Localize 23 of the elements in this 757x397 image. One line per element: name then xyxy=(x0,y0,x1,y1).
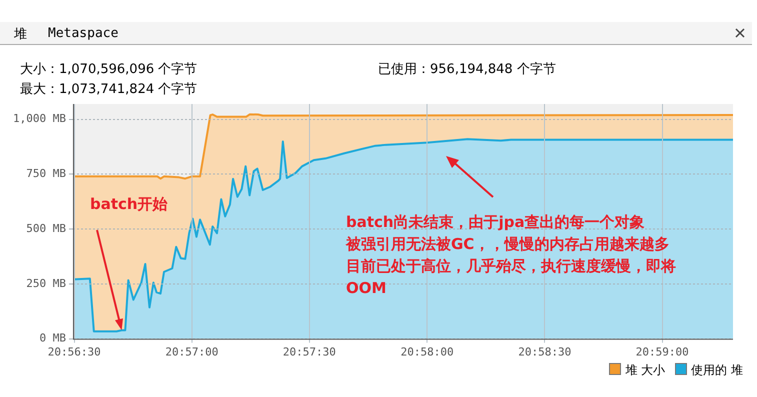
x-tick-label: 20:59:00 xyxy=(636,345,689,358)
y-tick-label: 500 MB xyxy=(26,222,66,235)
annotation: batch尚未结束，由于jpa查出的每一个对象 xyxy=(346,212,645,232)
legend-label: 堆 大小 xyxy=(624,362,666,379)
x-tick-label: 20:58:00 xyxy=(400,345,454,358)
text: 大小：1,070,596,096 个字节 xyxy=(20,61,198,78)
x-tick-label: 20:58:30 xyxy=(518,345,572,358)
text: 已使用：956,194,848 个字节 xyxy=(378,61,556,78)
annotation: 被强引用无法被GC，，慢慢的内存占用越来越多 xyxy=(346,234,670,254)
x-tick-label: 20:56:30 xyxy=(48,345,101,358)
y-tick-label: 1,000 MB xyxy=(12,112,66,126)
text: 堆 xyxy=(14,26,27,43)
legend-label: 使用的 堆 xyxy=(690,362,743,379)
text: Metaspace xyxy=(48,26,118,41)
x-tick-label: 20:57:00 xyxy=(165,345,218,358)
text: 最大：1,073,741,824 个字节 xyxy=(20,81,198,98)
y-tick-label: 750 MB xyxy=(26,167,66,180)
annotation: 目前已处于高位，几乎殆尽，执行速度缓慢，即将 xyxy=(346,256,676,276)
y-tick-label: 0 MB xyxy=(39,332,66,345)
y-tick-label: 250 MB xyxy=(26,276,66,290)
annotation: OOM xyxy=(346,278,386,298)
x-tick-label: 20:57:30 xyxy=(282,345,336,358)
annotation: batch开始 xyxy=(90,194,168,214)
